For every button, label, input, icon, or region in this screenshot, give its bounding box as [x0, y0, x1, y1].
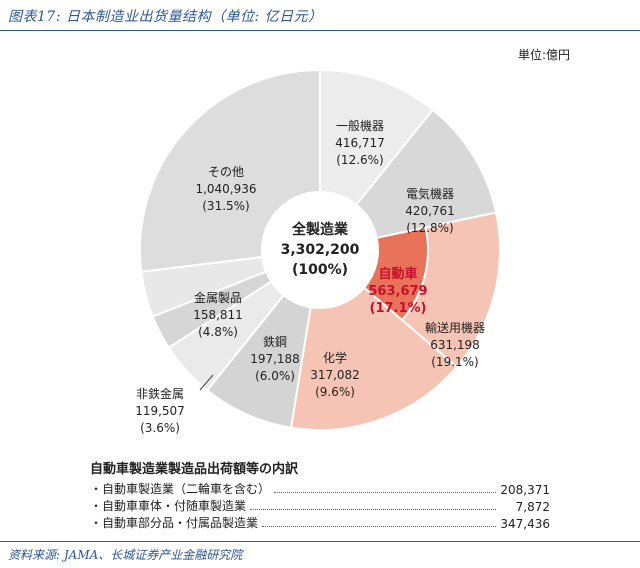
source-note: 资料来源: JAMA、长城证券产业金融研究院 — [8, 548, 243, 562]
slice-label-name: 化学 — [323, 350, 347, 365]
breakdown-row-label: ・自動車車体・付随車製造業 — [90, 499, 247, 513]
slice-label-pct: (4.8%) — [198, 325, 238, 339]
breakdown-row: ・自動車車体・付随車製造業 7,872 — [90, 497, 550, 514]
center-label-name: 全製造業 — [291, 221, 349, 238]
slice-label-value: 631,198 — [430, 338, 480, 352]
pie-slice — [289, 286, 459, 431]
slice-label-pct: (12.8%) — [406, 221, 453, 235]
slice-label-name: 自動車 — [378, 266, 417, 282]
slice-label-value: 317,082 — [310, 368, 360, 382]
breakdown-title: 自動車製造業製造品出荷額等の内訳 — [90, 462, 299, 477]
breakdown-row: ・自動車部分品・付属品製造業 347,436 — [90, 514, 550, 531]
slice-label-value: 563,679 — [368, 284, 427, 299]
slice-label-pct: (6.0%) — [255, 369, 295, 383]
breakdown-row-label: ・自動車部分品・付属品製造業 — [90, 516, 259, 530]
slice-label-name: その他 — [208, 165, 244, 179]
pie-chart: 全製造業 3,302,200 (100%) 一般機器 416,717 (12.6%) 電気機… — [135, 68, 501, 435]
pie-slice — [354, 108, 498, 240]
slice-label-pct: (19.1%) — [431, 355, 478, 369]
leader-dots — [250, 509, 496, 510]
breakdown-row-value: 208,371 — [500, 483, 550, 497]
slice-label-name: 鉄鋼 — [263, 334, 287, 349]
slice-label-value: 158,811 — [193, 308, 243, 322]
slice-label-value: 416,717 — [335, 136, 385, 150]
slice-label-name: 非鉄金属 — [136, 386, 184, 401]
bottom-rule — [0, 541, 640, 542]
breakdown-table: 自動車製造業製造品出荷額等の内訳 ・自動車製造業（二輪車を含む） 208,371… — [90, 458, 550, 531]
breakdown-row: ・自動車製造業（二輪車を含む） 208,371 — [90, 480, 550, 497]
slice-label-pct: (31.5%) — [202, 199, 249, 213]
leader-dots — [274, 492, 496, 493]
breakdown-row-value: 7,872 — [515, 500, 550, 514]
leader-dots — [262, 526, 496, 527]
breakdown-row-label: ・自動車製造業（二輪車を含む） — [90, 482, 271, 496]
center-label-pct: (100%) — [292, 262, 348, 278]
pie-slice-outer — [400, 211, 501, 369]
slice-label-name: 金属製品 — [194, 290, 242, 305]
slice-label-value: 1,040,936 — [195, 182, 256, 196]
slice-label-value: 420,761 — [405, 204, 455, 218]
breakdown-row-value: 347,436 — [500, 517, 550, 531]
pie-slice — [139, 68, 321, 273]
leader-line — [199, 374, 214, 391]
slice-label-pct: (9.6%) — [315, 385, 355, 399]
slice-label-name: 電気機器 — [406, 186, 454, 201]
slice-label-pct: (17.1%) — [370, 301, 427, 316]
center-hole — [263, 193, 377, 307]
slice-label-value: 197,188 — [250, 352, 300, 366]
slice-label-name: 一般機器 — [336, 118, 384, 133]
figure-title: 图表17: 日本制造业出货量结构（单位: 亿日元） — [8, 9, 323, 25]
slice-label-name: 輸送用機器 — [425, 320, 485, 335]
slice-label-value: 119,507 — [135, 404, 185, 418]
slice-label-pct: (12.6%) — [336, 153, 383, 167]
top-rule — [0, 30, 640, 31]
unit-label: 単位:億円 — [517, 48, 570, 62]
slice-label-pct: (3.6%) — [140, 421, 180, 435]
center-label-value: 3,302,200 — [281, 242, 360, 258]
